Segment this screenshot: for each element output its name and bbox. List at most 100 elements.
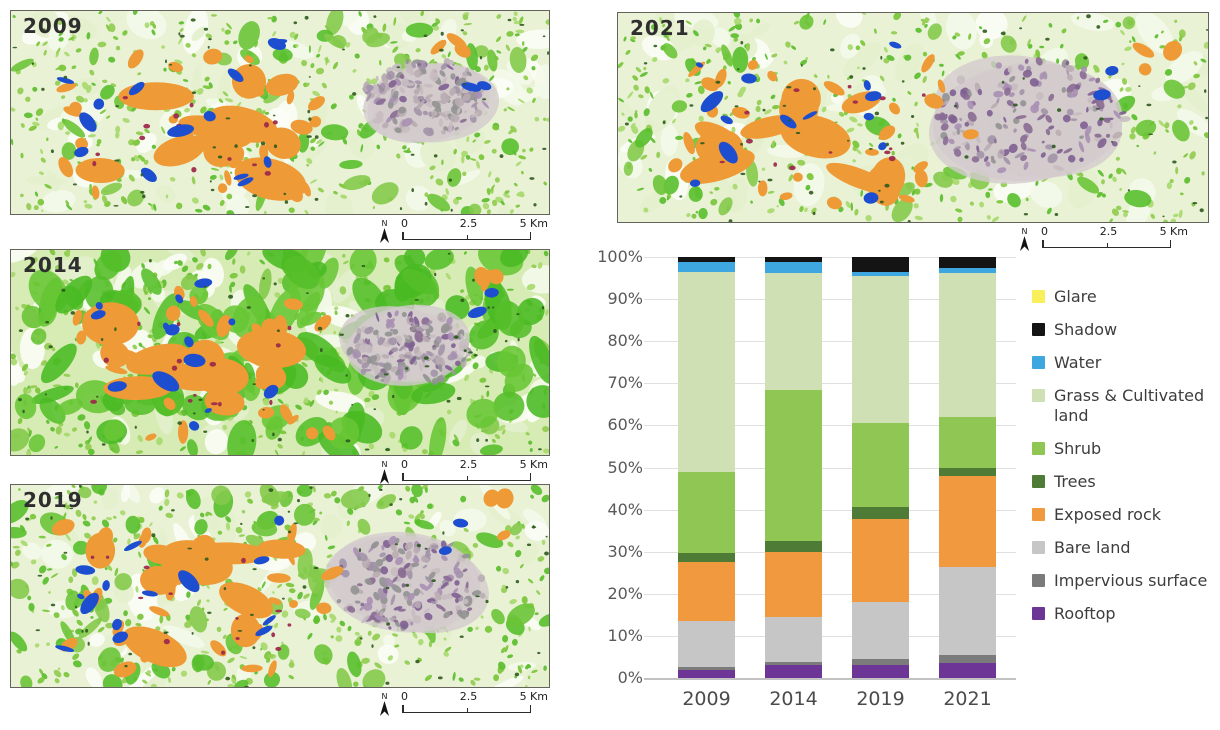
legend-label: Trees [1054,472,1096,491]
scale-label-start: 0 [1041,225,1048,238]
plot-area [644,257,1016,680]
north-arrow-glyph [1020,236,1029,251]
scale-label-mid: 2.5 [459,217,478,230]
scale-label-end: 5 Km [519,690,548,703]
legend-label: Grass & Cultivated land [1054,386,1205,425]
ytick-label-30: 30% [607,541,643,561]
bar-segment-2021-water [939,268,996,274]
legend-item-rooftop: Rooftop [1032,604,1212,624]
north-label: N [382,460,388,469]
legend-item-glare: Glare [1032,287,1212,307]
legend-chip-impervious-surface [1032,574,1045,587]
legend-label: Impervious surface [1054,571,1208,590]
north-arrow-icon: N [380,692,389,716]
scalebar-ruler: 0 2.5 5 Km [1038,225,1188,252]
scalebar-ruler: 0 2.5 5 Km [398,690,548,717]
map-2019: 2019 [10,484,550,688]
bar-segment-2019-water [852,271,909,276]
north-arrow-icon: N [1020,227,1029,251]
map-2014: 2014 [10,249,550,456]
bar-segment-2009-shrub [678,472,735,554]
bar-segment-2014-trees [765,541,822,553]
bar-segment-2021-trees [939,467,996,476]
ytick-label-70: 70% [607,373,643,393]
bar-segment-2009-exposed-rock [678,562,735,622]
scalebar-line [1042,240,1171,248]
bar-segment-2014-bare-land [765,616,822,663]
bar-segment-2014-water [765,262,822,274]
scalebar-line [402,232,531,240]
bar-segment-2014-impervious-surface [765,662,822,665]
legend-chip-exposed-rock [1032,508,1045,521]
ytick-label-50: 50% [607,457,643,477]
scalebar-line [402,705,531,713]
legend-item-exposed-rock: Exposed rock [1032,505,1212,525]
ytick-label-10: 10% [607,625,643,645]
landcover-map-image-2019 [11,485,549,687]
bar-segment-2019-bare-land [852,602,909,660]
bar-2021 [939,257,996,678]
legend-item-water: Water [1032,353,1212,373]
legend-label: Glare [1054,287,1097,306]
gridline-40 [644,509,1016,511]
north-arrow-icon: N [380,219,389,243]
legend-label: Bare land [1054,538,1131,557]
bar-segment-2021-bare-land [939,566,996,655]
legend-chip-rooftop [1032,607,1045,620]
north-arrow-glyph [380,228,389,243]
north-label: N [1022,227,1028,236]
map-2021: 2021 [617,12,1209,223]
legend-chip-water [1032,356,1045,369]
bar-segment-2019-grass-cultivated-land [852,276,909,423]
bar-segment-2014-shrub [765,390,822,542]
legend-label: Water [1054,353,1102,372]
gridline-50 [644,467,1016,469]
legend-item-impervious-surface: Impervious surface [1032,571,1212,591]
map-2009: 2009 [10,10,550,215]
scale-label-end: 5 Km [1159,225,1188,238]
legend-label: Shadow [1054,320,1118,339]
scalebar-2021: N 0 2.5 5 Km [1018,224,1188,252]
north-label: N [382,219,388,228]
map-year-label: 2014 [23,253,83,277]
map-year-label: 2019 [23,488,83,512]
landcover-stacked-bar-chart: 0% 10% 20% 30% 40% 50% 60% 70% 80% 90% 100% 2009 20… [585,247,1035,720]
scale-label-end: 5 Km [519,458,548,471]
xtick-label-2021: 2021 [943,688,992,710]
scalebar-ruler: 0 2.5 5 Km [398,458,548,485]
bar-2014 [765,257,822,678]
gridline-90 [644,299,1016,301]
map-year-label: 2021 [630,16,690,40]
bar-segment-2014-rooftop [765,664,822,678]
scale-label-end: 5 Km [519,217,548,230]
north-label: N [382,692,388,701]
map-year-label: 2009 [23,14,83,38]
landcover-map-image-2009 [11,11,549,214]
scalebar-ruler: 0 2.5 5 Km [398,217,548,244]
legend-item-shadow: Shadow [1032,320,1212,340]
scale-label-mid: 2.5 [459,458,478,471]
gridline-80 [644,341,1016,343]
legend-item-bare-land: Bare land [1032,538,1212,558]
ytick-label-0: 0% [617,668,643,687]
landcover-map-image-2014 [11,250,549,455]
bar-segment-2009-trees [678,553,735,563]
bar-segment-2019-exposed-rock [852,518,909,603]
bar-segment-2021-shadow [939,257,996,269]
legend-chip-shadow [1032,323,1045,336]
gridline-70 [644,383,1016,385]
legend-item-grass-cultivated-land: Grass & Cultivated land [1032,386,1212,426]
legend-chip-trees [1032,475,1045,488]
gridline-20 [644,593,1016,595]
north-arrow-glyph [380,469,389,484]
bar-segment-2009-rooftop [678,669,735,678]
bar-segment-2021-shrub [939,417,996,468]
bar-segment-2009-bare-land [678,621,735,668]
legend-chip-glare [1032,290,1045,303]
legend-chip-shrub [1032,442,1045,455]
ytick-label-20: 20% [607,583,643,603]
legend-label: Rooftop [1054,604,1116,623]
xtick-label-2014: 2014 [769,688,818,710]
bar-segment-2019-impervious-surface [852,659,909,665]
